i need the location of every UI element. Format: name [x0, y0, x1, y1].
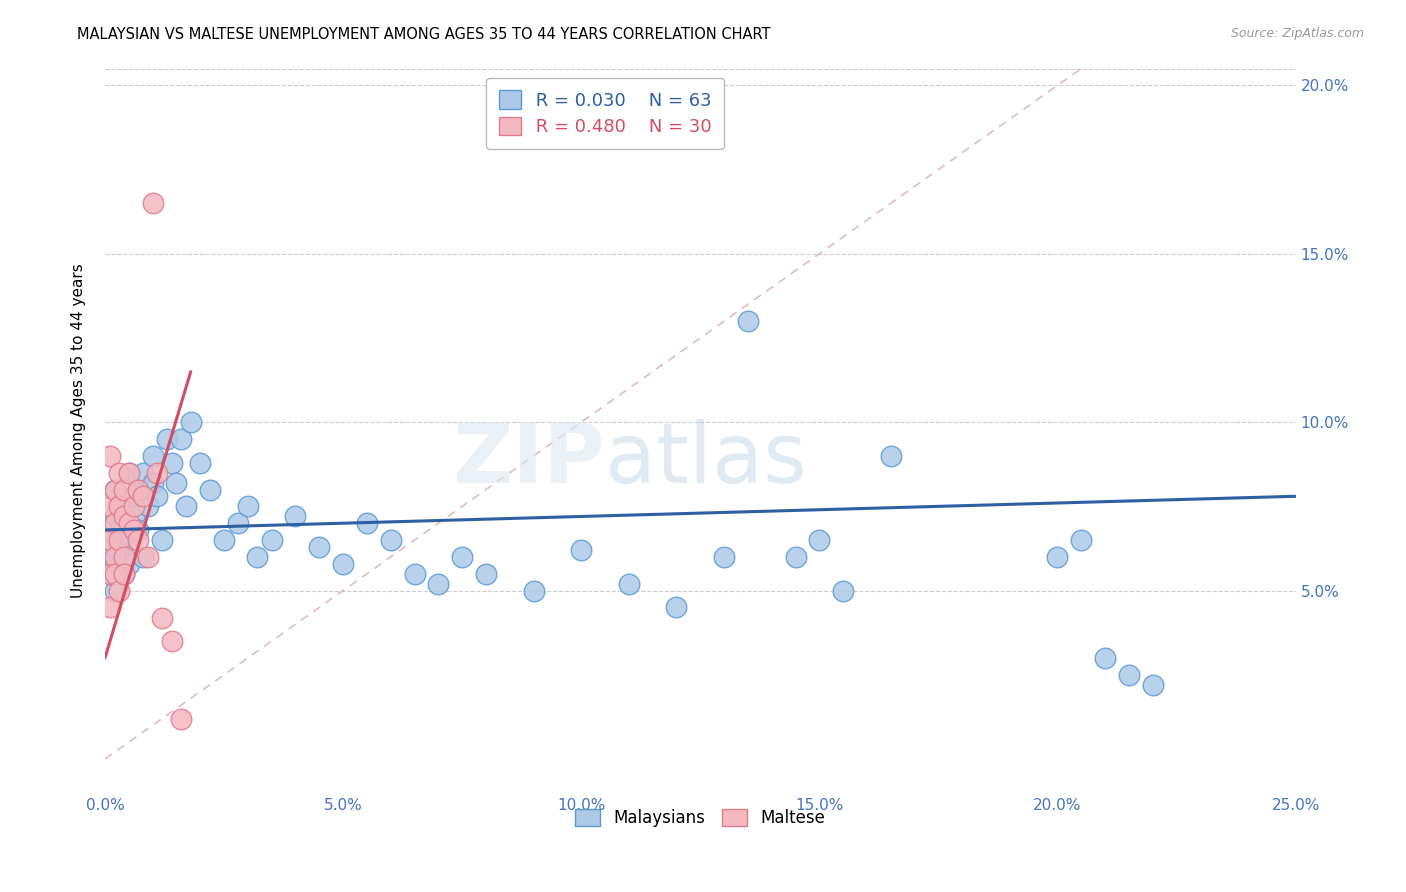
Point: [108, 533, 131, 547]
Point: [617, 577, 640, 591]
Point: [108, 500, 131, 514]
Point: [103, 549, 125, 564]
Point: [103, 583, 125, 598]
Legend: Malaysians, Maltese: Malaysians, Maltese: [567, 800, 834, 835]
Point: [160, 634, 183, 648]
Point: [1046, 549, 1069, 564]
Point: [332, 557, 354, 571]
Point: [98, 566, 121, 581]
Point: [180, 415, 202, 429]
Point: [170, 432, 193, 446]
Point: [112, 509, 135, 524]
Point: [246, 549, 269, 564]
Point: [150, 533, 173, 547]
Point: [108, 543, 131, 558]
Point: [127, 523, 149, 537]
Point: [108, 523, 131, 537]
Point: [103, 509, 125, 524]
Point: [451, 549, 474, 564]
Point: [112, 566, 135, 581]
Point: [142, 196, 165, 211]
Point: [118, 516, 141, 531]
Point: [98, 449, 121, 463]
Point: [236, 500, 259, 514]
Point: [98, 566, 121, 581]
Point: [122, 500, 145, 514]
Point: [427, 577, 450, 591]
Point: [103, 516, 125, 531]
Point: [132, 489, 155, 503]
Point: [146, 489, 169, 503]
Point: [122, 509, 145, 524]
Point: [228, 516, 250, 531]
Point: [122, 489, 145, 503]
Point: [212, 533, 235, 547]
Text: ZIP: ZIP: [453, 419, 605, 500]
Point: [1118, 667, 1140, 681]
Point: [142, 475, 165, 490]
Point: [523, 583, 546, 598]
Point: [118, 533, 141, 547]
Point: [146, 466, 169, 480]
Point: [475, 566, 498, 581]
Point: [174, 500, 197, 514]
Point: [1070, 533, 1092, 547]
Point: [308, 540, 330, 554]
Point: [112, 483, 135, 497]
Point: [98, 600, 121, 615]
Text: atlas: atlas: [605, 419, 807, 500]
Point: [808, 533, 831, 547]
Point: [127, 483, 149, 497]
Point: [832, 583, 855, 598]
Point: [136, 500, 159, 514]
Text: MALAYSIAN VS MALTESE UNEMPLOYMENT AMONG AGES 35 TO 44 YEARS CORRELATION CHART: MALAYSIAN VS MALTESE UNEMPLOYMENT AMONG …: [77, 27, 770, 42]
Point: [136, 549, 159, 564]
Point: [98, 533, 121, 547]
Point: [132, 549, 155, 564]
Point: [284, 509, 307, 524]
Point: [127, 483, 149, 497]
Point: [880, 449, 903, 463]
Point: [188, 456, 211, 470]
Point: [404, 566, 426, 581]
Point: [380, 533, 402, 547]
Y-axis label: Unemployment Among Ages 35 to 44 years: Unemployment Among Ages 35 to 44 years: [72, 263, 86, 598]
Point: [142, 449, 165, 463]
Point: [112, 549, 135, 564]
Point: [785, 549, 807, 564]
Point: [98, 500, 121, 514]
Point: [98, 549, 121, 564]
Point: [118, 466, 141, 480]
Point: [665, 600, 688, 615]
Point: [737, 314, 759, 328]
Point: [160, 456, 183, 470]
Point: [150, 610, 173, 624]
Point: [98, 533, 121, 547]
Point: [108, 583, 131, 598]
Point: [112, 516, 135, 531]
Point: [118, 466, 141, 480]
Point: [127, 533, 149, 547]
Point: [108, 466, 131, 480]
Point: [103, 483, 125, 497]
Point: [108, 500, 131, 514]
Point: [260, 533, 283, 547]
Point: [1094, 651, 1116, 665]
Point: [103, 557, 125, 571]
Point: [118, 557, 141, 571]
Point: [103, 483, 125, 497]
Point: [198, 483, 221, 497]
Point: [356, 516, 378, 531]
Point: [170, 712, 193, 726]
Point: [103, 566, 125, 581]
Point: [1142, 678, 1164, 692]
Point: [569, 543, 592, 558]
Point: [156, 432, 179, 446]
Text: Source: ZipAtlas.com: Source: ZipAtlas.com: [1230, 27, 1364, 40]
Point: [112, 566, 135, 581]
Point: [122, 523, 145, 537]
Point: [165, 475, 187, 490]
Point: [713, 549, 735, 564]
Point: [132, 466, 155, 480]
